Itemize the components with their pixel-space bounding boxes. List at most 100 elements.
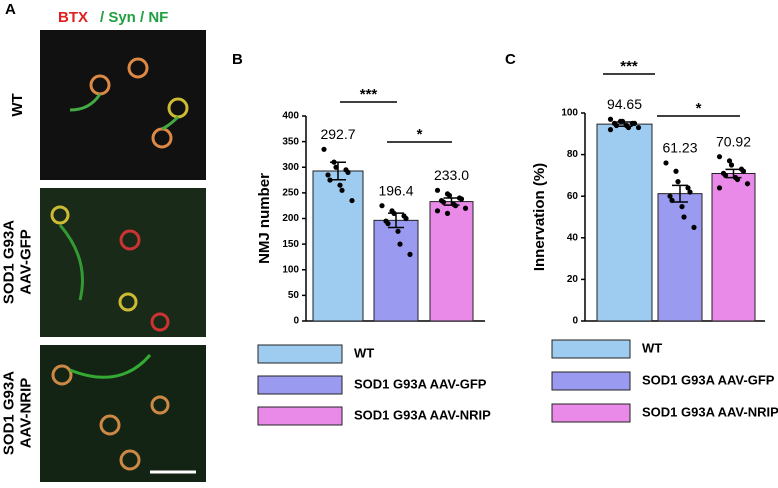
- row-label: SOD1 G93A: [0, 371, 17, 455]
- error-bar: [672, 184, 688, 203]
- data-point: [444, 210, 451, 216]
- data-point: [440, 199, 447, 205]
- data-point: [619, 118, 626, 124]
- row-label: WT: [9, 93, 26, 116]
- data-point: [685, 185, 691, 191]
- data-point: [679, 204, 685, 210]
- data-point: [391, 210, 397, 216]
- legend-swatch: [257, 375, 343, 395]
- value-label: 196.4: [378, 182, 413, 198]
- row-label: SOD1 G93A: [0, 220, 17, 304]
- y-tick-label: 150: [282, 239, 299, 250]
- y-tick-label: 100: [282, 264, 299, 275]
- bar: [711, 172, 756, 322]
- data-point: [734, 176, 741, 183]
- significance-label: ***: [360, 86, 378, 103]
- data-point: [395, 228, 401, 234]
- data-point: [385, 221, 391, 227]
- y-tick-label: 100: [561, 108, 578, 119]
- row-label: AAV-GFP: [17, 229, 34, 295]
- y-tick-label: 0: [572, 316, 578, 327]
- panel-label: B: [232, 51, 243, 68]
- data-point: [321, 146, 327, 152]
- significance-label: *: [417, 126, 423, 143]
- legend-swatch: [257, 344, 343, 364]
- y-tick-label: 20: [567, 274, 579, 285]
- data-point: [607, 127, 614, 133]
- data-point: [667, 193, 673, 199]
- data-point: [407, 251, 413, 257]
- y-tick-label: 60: [567, 191, 579, 202]
- panel-label: A: [5, 1, 16, 18]
- bar: [657, 193, 703, 322]
- legend-label: WT: [354, 345, 374, 360]
- row-label: AAV-NRIP: [17, 378, 34, 449]
- y-tick-label: 350: [282, 136, 299, 147]
- legend-swatch: [257, 406, 343, 426]
- y-tick-label: 0: [293, 316, 299, 327]
- data-point: [687, 189, 693, 195]
- data-point: [333, 164, 339, 170]
- value-label: 233.0: [434, 167, 469, 183]
- y-tick-label: 200: [282, 213, 299, 224]
- significance-label: *: [696, 100, 702, 117]
- y-tick-label: 40: [567, 232, 579, 243]
- data-point: [379, 203, 385, 209]
- data-point: [403, 215, 409, 222]
- data-point: [728, 162, 735, 168]
- bar: [373, 219, 419, 322]
- data-point: [397, 241, 403, 247]
- legend-label: SOD1 G93A AAV-GFP: [354, 376, 487, 391]
- legend-label: SOD1 G93A AAV-NRIP: [642, 404, 778, 419]
- y-axis-label: Innervation (%): [531, 163, 548, 271]
- stain-label: BTX: [58, 9, 88, 26]
- stain-label: / Syn / NF: [100, 9, 168, 26]
- significance-label: ***: [620, 58, 638, 75]
- data-point: [607, 116, 614, 122]
- data-point: [349, 197, 355, 204]
- y-axis-label: NMJ number: [256, 173, 273, 264]
- data-point: [337, 182, 343, 188]
- data-point: [613, 122, 620, 129]
- panel-label: C: [505, 51, 516, 68]
- nmj-shapes: [50, 57, 189, 471]
- bar: [596, 123, 653, 322]
- data-point: [325, 172, 331, 178]
- data-point: [716, 185, 723, 191]
- data-point: [446, 192, 453, 199]
- data-point: [744, 181, 751, 187]
- value-label: 61.23: [662, 140, 697, 156]
- y-tick-label: 400: [282, 111, 299, 122]
- value-label: 94.65: [607, 96, 642, 112]
- legend-swatch: [551, 339, 631, 359]
- data-point: [434, 187, 441, 193]
- data-point: [331, 159, 337, 165]
- legend-swatch: [551, 371, 631, 391]
- data-point: [625, 124, 632, 131]
- micrograph: [40, 30, 206, 180]
- data-point: [722, 172, 729, 178]
- data-point: [673, 168, 679, 174]
- y-tick-label: 50: [288, 290, 300, 301]
- y-tick-label: 80: [567, 149, 579, 160]
- data-point: [691, 224, 697, 230]
- data-point: [663, 160, 669, 166]
- data-point: [339, 187, 345, 193]
- value-label: 70.92: [716, 133, 751, 149]
- data-point: [635, 124, 642, 131]
- legend-label: SOD1 G93A AAV-GFP: [642, 372, 775, 387]
- y-tick-label: 250: [282, 188, 299, 199]
- data-point: [345, 169, 351, 175]
- data-point: [462, 205, 469, 211]
- data-point: [327, 177, 333, 183]
- data-point: [740, 168, 747, 174]
- data-point: [458, 196, 465, 202]
- data-point: [669, 197, 675, 203]
- y-tick-label: 300: [282, 162, 299, 173]
- legend-label: WT: [642, 340, 662, 355]
- data-point: [726, 158, 733, 164]
- data-point: [681, 214, 687, 220]
- micrographs: [40, 30, 206, 482]
- data-point: [631, 120, 638, 126]
